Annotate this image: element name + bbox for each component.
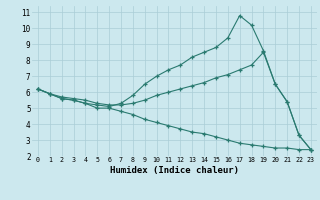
- X-axis label: Humidex (Indice chaleur): Humidex (Indice chaleur): [110, 166, 239, 175]
